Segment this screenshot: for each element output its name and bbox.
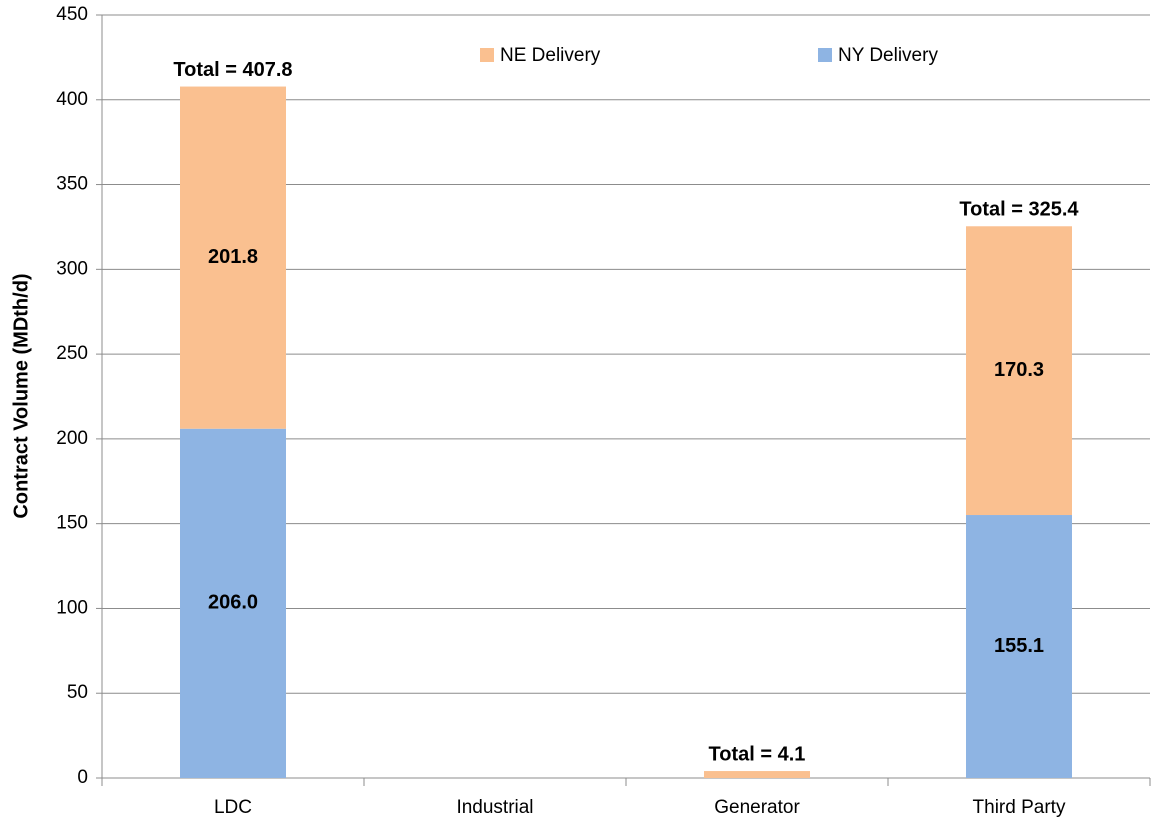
legend-label: NE Delivery [500,45,601,66]
y-tick-label: 100 [56,597,88,618]
legend-swatch [818,48,832,62]
bar-segment [966,515,1072,778]
data-label: 170.3 [994,359,1044,381]
total-label: Total = 325.4 [959,199,1079,221]
total-label: Total = 4.1 [709,743,806,765]
data-label: 155.1 [994,635,1044,657]
bar-segment [704,771,810,778]
y-tick-label: 200 [56,428,88,449]
x-tick-label: Generator [714,797,800,818]
y-tick-label: 400 [56,89,88,110]
y-tick-label: 150 [56,513,88,534]
y-tick-label: 250 [56,343,88,364]
legend-label: NY Delivery [838,45,938,66]
x-tick-label: Industrial [456,797,533,818]
legend-swatch [480,48,494,62]
data-label: 206.0 [208,592,258,614]
bar-segment [966,226,1072,516]
y-axis-label: Contract Volume (MDth/d) [10,273,32,518]
y-tick-label: 0 [77,767,88,788]
y-tick-label: 450 [56,4,88,25]
x-tick-label: LDC [214,797,252,818]
bar-segment [180,86,286,429]
y-tick-label: 350 [56,174,88,195]
y-tick-label: 300 [56,258,88,279]
x-tick-label: Third Party [973,797,1066,818]
bar-segment [180,428,286,778]
y-tick-label: 50 [67,682,88,703]
total-label: Total = 407.8 [173,59,292,81]
data-label: 201.8 [208,246,258,268]
